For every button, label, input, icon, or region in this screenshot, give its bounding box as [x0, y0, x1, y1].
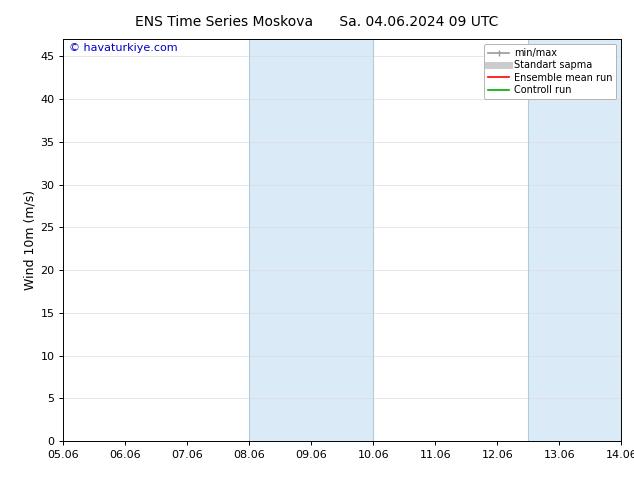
Text: © havaturkiye.com: © havaturkiye.com [69, 43, 178, 53]
Y-axis label: Wind 10m (m/s): Wind 10m (m/s) [23, 190, 36, 290]
Text: ENS Time Series Moskova      Sa. 04.06.2024 09 UTC: ENS Time Series Moskova Sa. 04.06.2024 0… [135, 15, 499, 29]
Bar [249, 39, 373, 441]
Bar [528, 39, 621, 441]
Legend: min/max, Standart sapma, Ensemble mean run, Controll run: min/max, Standart sapma, Ensemble mean r… [484, 44, 616, 99]
